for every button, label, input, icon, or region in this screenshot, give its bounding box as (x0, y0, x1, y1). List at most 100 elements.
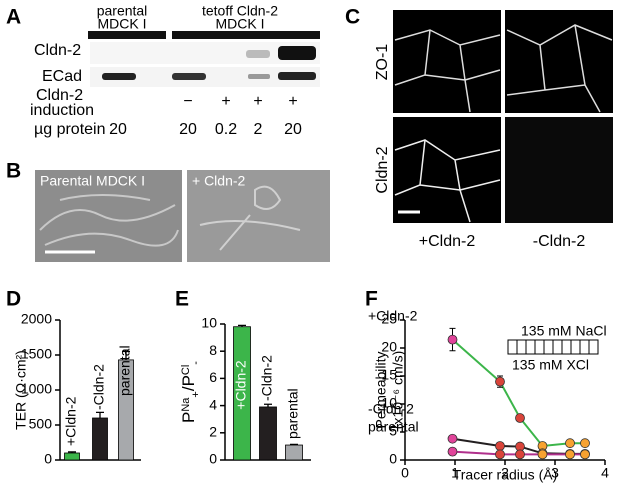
y-tick-label: 2 (209, 424, 217, 440)
band (172, 73, 206, 80)
y-tick-label: 4 (209, 396, 217, 412)
error-bar (68, 451, 76, 453)
header: MDCK I (216, 16, 265, 32)
induction: − (183, 93, 192, 110)
y-tick-label: 1500 (21, 346, 52, 362)
data-point (515, 449, 525, 460)
panel-label: E (175, 288, 189, 311)
protein: 2 (254, 121, 263, 138)
y-axis-label-part: Na (180, 397, 192, 412)
band (246, 50, 270, 58)
row-label: µg protein (34, 121, 105, 138)
panel-label: B (6, 160, 21, 183)
error-bar (238, 324, 246, 327)
cell-borders (394, 24, 613, 113)
y-axis-label: PNa+/PCl- (179, 361, 201, 423)
row-label: Cldn-2 (36, 87, 83, 104)
protein: 20 (284, 121, 302, 138)
series-label: +Cldn-2 (368, 308, 418, 324)
column-label: +Cldn-2 (419, 233, 476, 250)
error-bar (122, 350, 130, 360)
data-point (565, 449, 575, 460)
membrane-icon (516, 340, 590, 354)
row-label: induction (30, 102, 94, 119)
em-image (187, 170, 330, 262)
row-label: Cldn-2 (374, 146, 391, 193)
y-tick-label: 0 (209, 451, 217, 467)
error-bar (290, 443, 298, 446)
y-tick-label: 500 (29, 416, 53, 432)
image-texture (199, 185, 301, 251)
x-tick-label: 4 (601, 465, 609, 481)
bar (64, 452, 80, 461)
bar-label: parental (117, 345, 133, 396)
bar-label: +Cldn-2 (233, 360, 249, 410)
blot (90, 42, 320, 64)
y-axis-label-part: P (179, 412, 198, 423)
y-axis-label: Permeability (373, 351, 389, 428)
row-label: Cldn-2 (34, 42, 81, 59)
bar (92, 417, 108, 461)
data-point (565, 438, 575, 449)
micrograph (505, 10, 613, 113)
y-tick-label: 0 (389, 451, 397, 467)
group-bar (172, 31, 320, 39)
y-axis-label: (x10⁻⁶ cm/s) (390, 351, 406, 430)
y-tick-label: 2000 (21, 311, 52, 327)
panel-label: D (6, 288, 21, 311)
image-texture (39, 194, 179, 247)
image-label: Parental MDCK I (40, 173, 145, 189)
y-tick-label: 6 (209, 369, 217, 385)
x-tick-label: 2 (501, 465, 509, 481)
band (278, 46, 316, 60)
bar-label: -Cldn-2 (259, 355, 275, 401)
panel-label: A (6, 6, 21, 29)
series-label: -Cldn-2 (368, 401, 414, 417)
data-point (447, 433, 458, 444)
y-tick-label: 25 (381, 311, 397, 327)
x-tick-label: 3 (551, 465, 559, 481)
band (102, 73, 136, 80)
x-tick-label: 1 (451, 465, 459, 481)
protein: 0.2 (215, 121, 237, 138)
y-tick-label: 20 (381, 339, 397, 355)
x-axis-label: Tracer radius (Å) (453, 467, 558, 483)
y-tick-label: 1000 (21, 381, 52, 397)
row-label: ECad (42, 68, 82, 85)
band (248, 74, 270, 79)
induction: + (221, 93, 230, 110)
column-label: -Cldn-2 (533, 233, 586, 250)
data-point (447, 334, 458, 345)
y-axis-label: TER (Ω·cm²) (13, 350, 29, 430)
bar-label: -Cldn-2 (91, 364, 107, 410)
protein: 20 (179, 121, 197, 138)
y-axis-label-part: /P (179, 375, 198, 391)
row-label: ZO-1 (374, 44, 391, 81)
y-axis-label-part: + (190, 391, 202, 397)
panel-label: F (365, 288, 378, 311)
induction: + (253, 93, 262, 110)
header: parental (97, 3, 148, 19)
data-point (515, 413, 525, 423)
micrograph (393, 10, 501, 113)
annotation: 135 mM XCl (512, 357, 589, 373)
header: MDCK I (98, 16, 147, 32)
micrograph (393, 117, 501, 223)
y-axis-label-part: - (190, 361, 202, 365)
data-point (580, 449, 590, 460)
data-point (495, 449, 505, 460)
bar-label: +Cldn-2 (63, 396, 79, 446)
data-point (495, 441, 505, 451)
y-tick-label: 5 (389, 423, 397, 439)
bar (285, 444, 303, 461)
data-point (495, 376, 505, 387)
x-tick-label: 0 (401, 465, 409, 481)
error-bar (264, 403, 272, 407)
protein: 20 (109, 121, 127, 138)
data-point (447, 446, 458, 457)
cell-borders (394, 139, 501, 223)
error-bar (96, 411, 104, 418)
bar-label: parental (285, 388, 301, 439)
